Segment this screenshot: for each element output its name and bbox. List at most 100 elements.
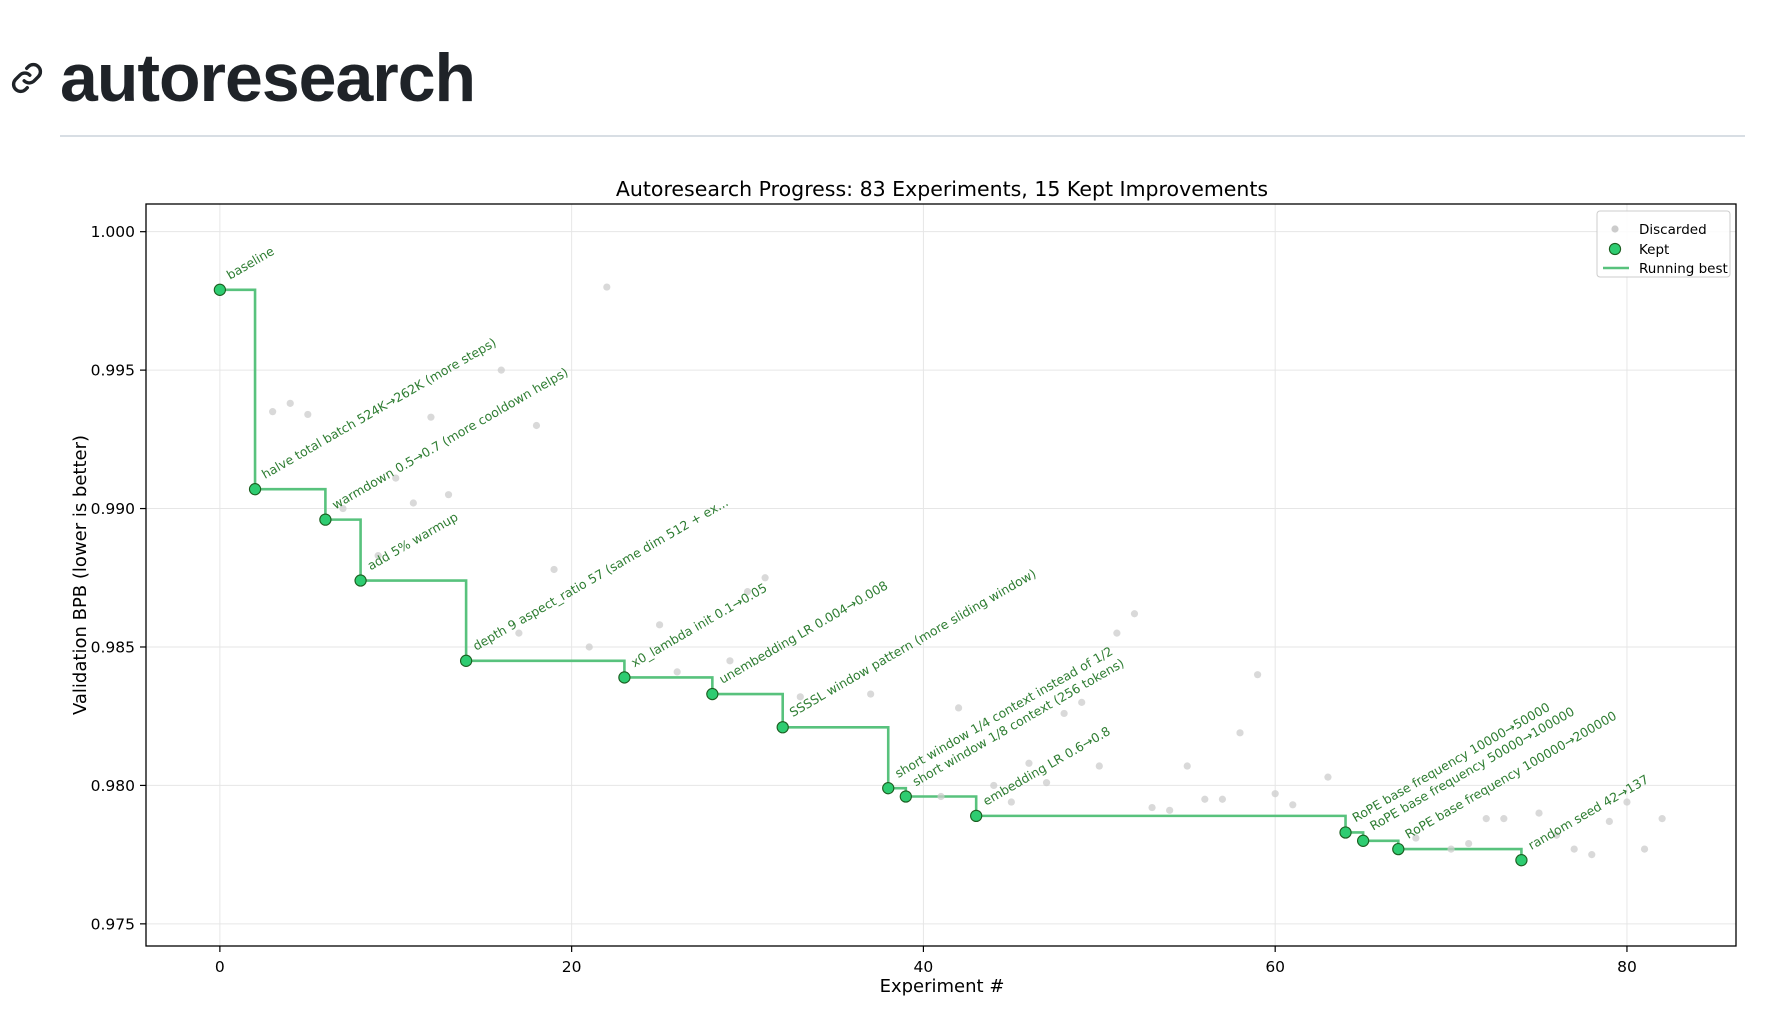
x-tick-label: 20 bbox=[562, 958, 582, 976]
discarded-point bbox=[532, 421, 541, 430]
discarded-point bbox=[1007, 798, 1015, 806]
x-tick-label: 60 bbox=[1265, 958, 1285, 976]
page-title: autoresearch bbox=[60, 40, 476, 116]
discarded-point bbox=[304, 410, 312, 419]
chart-title: Autoresearch Progress: 83 Experiments, 1… bbox=[616, 177, 1268, 201]
discarded-point bbox=[1658, 815, 1666, 823]
kept-point bbox=[1392, 842, 1405, 856]
kept-annotation: RoPE base frequency 50000→100000 bbox=[1367, 704, 1577, 834]
kept-annotation: baseline bbox=[224, 243, 277, 282]
discarded-point bbox=[954, 704, 963, 712]
discarded-point bbox=[1271, 790, 1279, 798]
discarded-point bbox=[1570, 845, 1578, 853]
legend-kept-marker bbox=[1608, 242, 1622, 256]
discarded-point bbox=[1535, 809, 1543, 817]
discarded-point bbox=[1095, 762, 1103, 770]
y-tick-label: 0.980 bbox=[91, 777, 135, 795]
discarded-point bbox=[1148, 803, 1156, 812]
kept-annotation: warmdown 0.5→0.7 (more cooldown helps) bbox=[329, 364, 570, 512]
kept-point bbox=[459, 654, 473, 667]
y-tick-label: 0.985 bbox=[91, 638, 135, 656]
x-tick-label: 40 bbox=[914, 958, 934, 976]
discarded-point bbox=[761, 574, 769, 582]
kept-annotation: short window 1/4 context instead of 1/2 bbox=[892, 643, 1115, 780]
kept-point bbox=[899, 790, 912, 803]
discarded-point bbox=[673, 668, 681, 676]
discarded-point bbox=[515, 629, 523, 637]
kept-point bbox=[618, 671, 631, 684]
progress-chart: Autoresearch Progress: 83 Experiments, 1… bbox=[70, 177, 1737, 997]
discarded-point bbox=[743, 588, 752, 596]
discarded-point bbox=[1588, 851, 1596, 859]
discarded-point bbox=[655, 621, 664, 629]
discarded-point bbox=[1113, 629, 1121, 637]
kept-point bbox=[1356, 834, 1370, 847]
link-icon[interactable] bbox=[10, 61, 44, 95]
y-tick-label: 0.995 bbox=[91, 362, 135, 380]
discarded-point bbox=[1482, 815, 1490, 823]
discarded-point bbox=[1183, 762, 1191, 770]
y-tick-label: 0.990 bbox=[91, 500, 135, 518]
discarded-point bbox=[1605, 817, 1613, 826]
discarded-point bbox=[550, 565, 558, 574]
discarded-point bbox=[286, 399, 294, 407]
discarded-point bbox=[1552, 831, 1561, 839]
discarded-point bbox=[1500, 815, 1508, 823]
kept-annotation: short window 1/8 context (256 tokens) bbox=[910, 655, 1127, 789]
page-heading: autoresearch bbox=[10, 38, 476, 118]
discarded-point bbox=[1201, 795, 1209, 803]
legend-box bbox=[1596, 210, 1731, 278]
kept-annotation: halve total batch 524K→262K (more steps) bbox=[259, 335, 499, 482]
legend-discarded-marker bbox=[1611, 225, 1619, 233]
axis-ticks: 0 20 40 60 80 0.975 0.980 0.985 0.990 0.995 1.000 bbox=[91, 223, 1637, 976]
y-tick-label: 1.000 bbox=[91, 223, 135, 241]
kept-point bbox=[319, 513, 332, 526]
x-tick-label: 80 bbox=[1617, 958, 1637, 976]
discarded-point bbox=[1236, 729, 1244, 737]
discarded-point bbox=[796, 693, 804, 701]
discarded-point bbox=[1412, 834, 1420, 842]
discarded-point bbox=[603, 283, 611, 291]
kept-point bbox=[970, 809, 983, 823]
discarded-point bbox=[990, 781, 998, 790]
y-tick-label: 0.975 bbox=[91, 915, 135, 933]
discarded-point bbox=[269, 408, 277, 416]
discarded-point bbox=[497, 366, 505, 374]
discarded-point bbox=[1218, 795, 1227, 803]
discarded-point bbox=[427, 413, 435, 421]
kept-point bbox=[213, 283, 227, 296]
discarded-point bbox=[1130, 610, 1139, 618]
kept-point bbox=[354, 574, 367, 587]
discarded-point bbox=[726, 657, 734, 665]
discarded-point bbox=[1640, 845, 1649, 853]
legend-label-discarded: Discarded bbox=[1639, 222, 1707, 238]
discarded-series bbox=[269, 283, 1666, 859]
grid-lines bbox=[146, 204, 1736, 946]
discarded-point bbox=[1166, 806, 1174, 814]
discarded-point bbox=[339, 504, 347, 513]
kept-point bbox=[248, 483, 262, 496]
legend-label-kept: Kept bbox=[1639, 242, 1669, 258]
kept-point bbox=[706, 687, 719, 701]
discarded-point bbox=[1042, 779, 1051, 787]
kept-point bbox=[1339, 826, 1352, 839]
discarded-point bbox=[1025, 759, 1033, 767]
discarded-point bbox=[1324, 773, 1332, 781]
discarded-point bbox=[867, 690, 875, 698]
legend: Discarded Kept Running best bbox=[1596, 210, 1731, 278]
kept-annotations: baseline halve total batch 524K→262K (mor… bbox=[224, 243, 1651, 853]
discarded-point bbox=[1060, 709, 1068, 718]
discarded-point bbox=[374, 552, 382, 560]
kept-point bbox=[882, 782, 895, 795]
kept-point bbox=[1515, 854, 1528, 867]
kept-annotation: add 5% warmup bbox=[365, 509, 461, 573]
discarded-point bbox=[409, 499, 417, 507]
y-axis-label: Validation BPB (lower is better) bbox=[70, 435, 91, 715]
discarded-point bbox=[1465, 839, 1473, 848]
x-tick-label: 0 bbox=[215, 958, 225, 976]
kept-annotation: random seed 42→137 bbox=[1525, 772, 1651, 853]
discarded-point bbox=[1078, 698, 1086, 706]
plot-frame bbox=[145, 203, 1737, 947]
x-axis-label: Experiment # bbox=[880, 976, 1005, 997]
legend-label-running-best: Running best bbox=[1639, 261, 1728, 277]
